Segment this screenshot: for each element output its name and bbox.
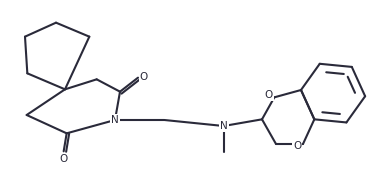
Text: O: O	[60, 154, 68, 164]
Text: O: O	[293, 141, 301, 151]
Text: O: O	[140, 72, 148, 82]
Text: O: O	[264, 90, 272, 100]
Text: N: N	[111, 115, 119, 125]
Text: N: N	[220, 121, 228, 131]
